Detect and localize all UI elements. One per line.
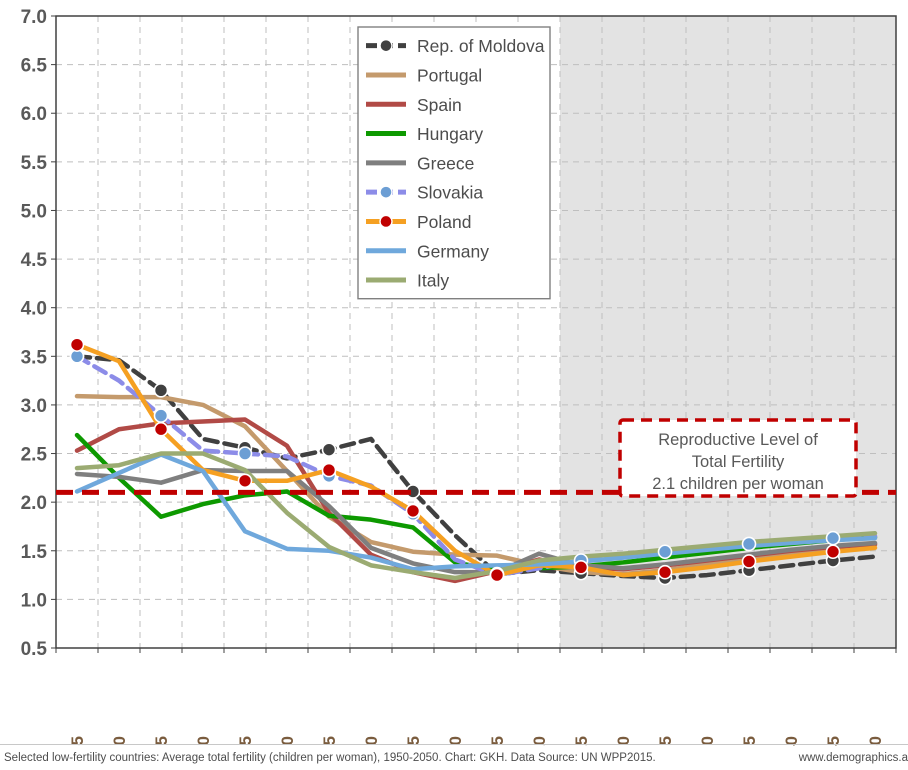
- x-axis-tick-label: 2000-2005: [488, 736, 507, 746]
- legend-label: Italy: [417, 271, 449, 291]
- series-marker: [321, 462, 337, 478]
- legend-marker: [379, 214, 393, 229]
- legend-label: Greece: [417, 153, 474, 173]
- legend-label: Poland: [417, 212, 472, 232]
- footer-bar: Selected low-fertility countries: Averag…: [0, 744, 908, 770]
- x-axis-tick-label: 1990-1995: [404, 736, 423, 746]
- series-marker: [657, 564, 673, 580]
- x-axis-tick-label: 2015-2020: [614, 736, 633, 746]
- x-axis-tick-label: 1970-1975: [236, 736, 255, 746]
- x-axis-tick-label: 1975-1980: [278, 736, 297, 746]
- legend-marker: [379, 185, 393, 199]
- y-axis-tick-label: 6.0: [21, 104, 47, 125]
- legend-marker: [379, 38, 393, 53]
- annotation-line: 2.1 children per woman: [652, 475, 824, 493]
- series-marker: [405, 503, 421, 519]
- series-marker: [69, 337, 85, 352]
- y-axis-tick-label: 4.0: [21, 299, 47, 320]
- x-axis-tick-label: 2035-2040: [782, 736, 801, 746]
- legend-label: Hungary: [417, 124, 483, 144]
- series-marker: [657, 544, 673, 560]
- x-axis-tick-label: 1955-1960: [110, 736, 129, 746]
- y-axis-tick-label: 1.0: [21, 590, 47, 611]
- series-marker: [237, 473, 253, 489]
- x-axis-tick-label: 2005-2010: [530, 736, 549, 746]
- legend: Rep. of Moldova Portugal Spain Hungary Greec…: [357, 26, 551, 300]
- y-axis-tick-label: 0.5: [21, 639, 48, 660]
- x-axis-tick-label: 2030-2035: [740, 736, 759, 746]
- fertility-line-chart: 7.0 6.5 6.0 5.5 5.0 4.5 4.0 3.5 3.0 2.5 2.0 1.5 1.0 0…: [21, 7, 897, 746]
- x-axis-tick-label: 1995-2000: [446, 736, 465, 746]
- y-axis-tick-label: 6.5: [21, 56, 48, 77]
- annotation-box: Reproductive Level of Total Fertility 2.1 …: [618, 418, 858, 498]
- y-axis-tick-label: 5.5: [21, 153, 48, 174]
- footer-note: Selected low-fertility countries: Averag…: [4, 751, 656, 764]
- x-axis-labels: 1950-1955 1955-1960 1960-1965 1965-1970 1970…: [68, 736, 885, 746]
- data-series-group: [69, 337, 878, 586]
- series-line: [74, 452, 878, 572]
- series-marker: [489, 567, 505, 583]
- legend-label: Germany: [417, 241, 489, 261]
- series-marker: [237, 446, 253, 461]
- series-marker: [825, 530, 841, 546]
- legend-label: Portugal: [417, 65, 482, 85]
- legend-label: Rep. of Moldova: [417, 36, 545, 56]
- x-axis-tick-label: 1980-1985: [320, 736, 339, 746]
- x-axis-tick-label: 2040-2045: [824, 736, 843, 746]
- y-axis-tick-label: 7.0: [21, 7, 47, 28]
- x-axis-tick-label: 2010-2015: [572, 736, 591, 746]
- annotation-line: Total Fertility: [692, 453, 785, 471]
- x-axis-tick-label: 1965-1970: [194, 736, 213, 746]
- plot-area-border: [55, 15, 897, 649]
- x-axis-tick-label: 1985-1990: [362, 736, 381, 746]
- annotation-line: Reproductive Level of: [658, 431, 818, 449]
- y-axis-tick-label: 3.5: [21, 347, 48, 368]
- y-axis-tick-label: 2.5: [21, 445, 48, 466]
- y-axis-tick-label: 5.0: [21, 201, 47, 222]
- series-marker: [153, 421, 169, 437]
- x-axis-tick-label: 2045-2050: [866, 736, 885, 746]
- series-marker: [741, 554, 757, 569]
- series-marker: [321, 442, 337, 457]
- y-axis-tick-label: 3.0: [21, 396, 47, 417]
- y-axis-tick-label: 1.5: [21, 542, 48, 563]
- series-marker: [573, 559, 589, 575]
- series-marker: [825, 544, 841, 560]
- legend-label: Spain: [417, 95, 462, 115]
- series-marker: [153, 383, 169, 398]
- footer-url: www.demographics.a: [798, 751, 908, 764]
- legend-label: Slovakia: [417, 183, 483, 203]
- series-marker: [741, 536, 757, 552]
- x-axis-tick-label: 1950-1955: [68, 736, 87, 746]
- x-axis-tick-label: 1960-1965: [152, 736, 171, 746]
- series-marker: [153, 408, 169, 423]
- y-axis-tick-label: 2.0: [21, 493, 47, 514]
- x-axis-tick-label: 2020-2025: [656, 736, 675, 746]
- y-axis-tick-label: 4.5: [21, 250, 48, 271]
- x-axis-tick-label: 2025-2030: [698, 736, 717, 746]
